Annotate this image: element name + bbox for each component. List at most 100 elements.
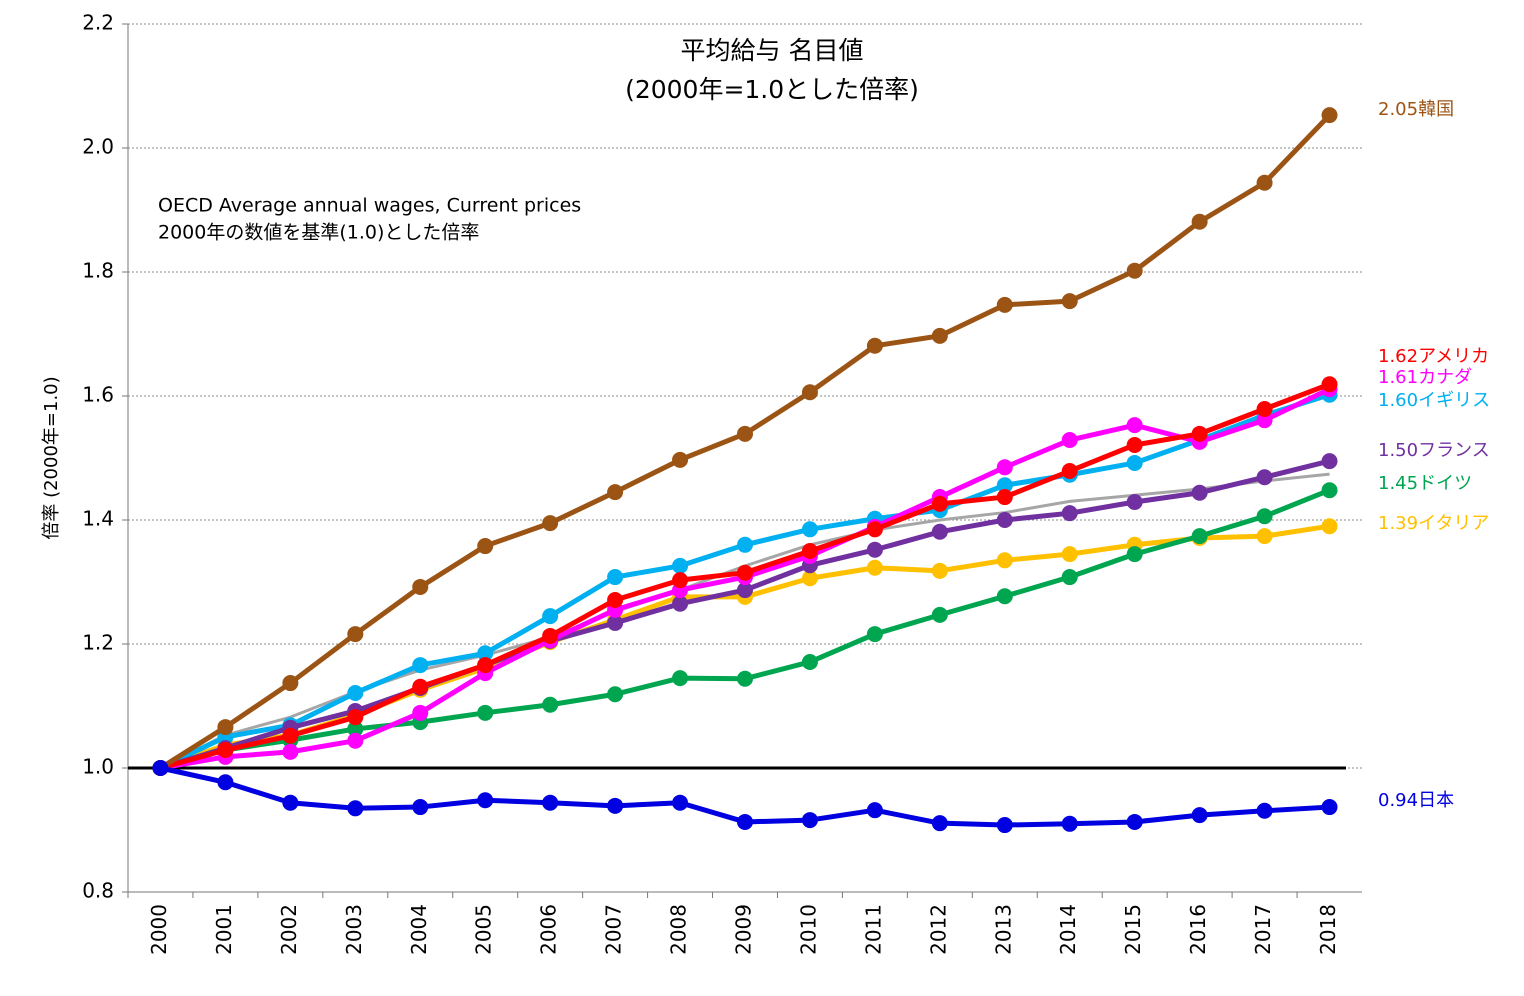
x-tick-label: 2000 (147, 904, 171, 955)
legend-label: イギリス (1418, 390, 1490, 411)
point (477, 657, 494, 674)
value-label: 1.50 (1378, 440, 1418, 461)
x-tick-label: 2004 (407, 904, 431, 955)
point (1321, 453, 1338, 470)
point (542, 515, 559, 532)
point (1126, 454, 1143, 471)
point (282, 675, 299, 692)
x-tick-label: 2015 (1121, 904, 1145, 955)
point (801, 812, 818, 829)
series-label: 1.45ドイツ (1378, 473, 1472, 494)
point (347, 709, 364, 726)
point (1061, 569, 1078, 586)
point (737, 813, 753, 830)
point (996, 489, 1013, 506)
x-tick-label: 2010 (796, 904, 820, 955)
point (801, 384, 818, 401)
point (217, 742, 234, 759)
point (347, 684, 364, 701)
x-tick-label: 2009 (732, 904, 756, 955)
point (1191, 807, 1208, 824)
point (412, 704, 429, 721)
point (1061, 505, 1078, 522)
point (672, 572, 689, 589)
point (931, 815, 948, 832)
point (1256, 174, 1273, 191)
point (1126, 417, 1143, 434)
x-tick-label: 2016 (1186, 904, 1210, 955)
point (931, 523, 948, 540)
value-label: 2.05 (1378, 99, 1418, 120)
point (477, 645, 494, 662)
x-tick-label: 2014 (1056, 904, 1080, 955)
point (672, 557, 689, 574)
chart-subtitle: (2000年=1.0とした倍率) (625, 75, 919, 104)
series-label: 1.39イタリア (1378, 513, 1489, 534)
point (996, 552, 1013, 569)
point (1126, 436, 1143, 453)
value-label: 0.94 (1378, 790, 1418, 811)
point (1321, 518, 1338, 535)
x-tick-label: 2001 (212, 904, 236, 955)
x-tick-label: 2003 (342, 904, 366, 955)
y-tick-label: 1.6 (82, 383, 114, 407)
y-tick-label: 2.0 (82, 135, 114, 159)
point (931, 495, 948, 512)
point (1256, 508, 1273, 525)
point (1061, 432, 1078, 449)
point (996, 459, 1013, 476)
x-tick-label: 2018 (1316, 904, 1340, 955)
series (152, 453, 1338, 776)
point (996, 817, 1013, 834)
point (1191, 528, 1208, 545)
x-tick-label: 2007 (602, 904, 626, 955)
point (801, 570, 818, 587)
point (866, 521, 883, 538)
point (347, 626, 364, 643)
x-tick-label: 2002 (277, 904, 301, 955)
point (1256, 469, 1273, 486)
point (477, 704, 494, 721)
x-tick-label: 2011 (861, 904, 885, 955)
point (607, 484, 624, 501)
point (996, 512, 1013, 528)
value-label: 1.62 (1378, 346, 1418, 367)
point (737, 582, 753, 599)
point (866, 337, 883, 354)
point (1061, 815, 1078, 832)
point (801, 521, 818, 538)
legend-label: イタリア (1418, 513, 1489, 534)
point (672, 595, 689, 612)
value-label: 1.61 (1378, 367, 1418, 388)
point (282, 727, 299, 744)
point (737, 425, 753, 442)
point (866, 802, 883, 819)
point (996, 296, 1013, 313)
point (1126, 262, 1143, 279)
line (159, 487, 1331, 771)
point (1256, 528, 1273, 545)
legend-label: アメリカ (1418, 346, 1489, 367)
y-tick-label: 2.2 (82, 11, 114, 35)
y-axis-label: 倍率 (2000年=1.0) (41, 376, 62, 539)
y-tick-label: 1.4 (82, 507, 114, 531)
point (1061, 463, 1078, 480)
legend-label: フランス (1418, 440, 1490, 461)
point (347, 720, 364, 737)
point (607, 686, 624, 703)
point (412, 678, 429, 695)
point (996, 588, 1013, 605)
point (1191, 484, 1208, 501)
point (1256, 401, 1273, 418)
point (737, 670, 753, 687)
series-label: 1.61カナダ (1378, 367, 1472, 388)
legend-label: カナダ (1418, 367, 1472, 388)
series-label: 1.50フランス (1378, 440, 1490, 461)
point (1321, 107, 1338, 124)
series (152, 518, 1338, 776)
point (1061, 546, 1078, 563)
value-label: 1.39 (1378, 513, 1418, 534)
x-tick-label: 2005 (472, 904, 496, 955)
point (866, 541, 883, 558)
point (542, 627, 559, 644)
